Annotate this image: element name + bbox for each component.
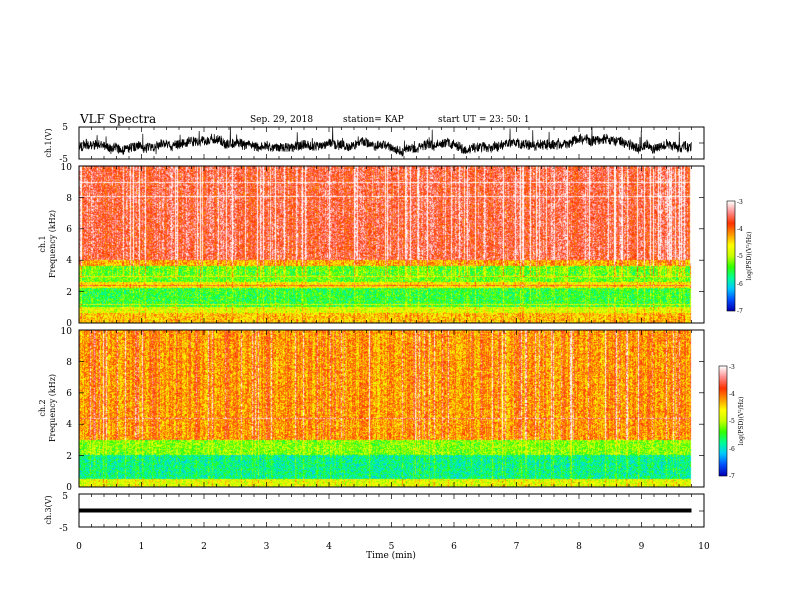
ch2-cbar-label: log(PSD)(V²/Hz): [738, 397, 745, 446]
ch1-ytick-6: 6: [66, 225, 72, 235]
ch3-panel-ticks: [78, 494, 705, 527]
ch2-ylabel-channel: ch.2: [38, 399, 47, 416]
x-tick-8: 8: [576, 542, 582, 552]
ch1-spectrogram-ticks: [78, 166, 705, 324]
x-tick-3: 3: [264, 542, 270, 552]
x-tick-4: 4: [326, 542, 332, 552]
ch1-ytick-bottom: -5: [59, 155, 68, 165]
ch3-waveform-panel: 5 -5 ch.3(V): [44, 492, 705, 534]
x-tick-0: 0: [76, 542, 82, 552]
ch2-ylabel-frequency: Frequency (kHz): [48, 374, 57, 442]
ch2-spectrogram-ticks: [78, 330, 705, 488]
ch1-ytick-4: 4: [66, 256, 72, 266]
ch1-cbar-tick-m6: -6: [737, 281, 743, 288]
date-label: Sep. 29, 2018: [250, 115, 313, 125]
ch3-ytick-bottom: -5: [59, 524, 68, 534]
figure-title: VLF Spectra: [79, 112, 156, 126]
ch1-ytick-top: 5: [62, 123, 68, 133]
ch2-cbar-tick-m3: -3: [729, 364, 735, 371]
ch1-ytick-10: 10: [61, 163, 73, 173]
ch1-colorbar: -3 -4 -5 -6 -7 log(PSD)(V²/Hz): [726, 199, 753, 315]
ch2-cbar-tick-m5: -5: [729, 418, 735, 425]
ch2-cbar-tick-m4: -4: [729, 391, 735, 398]
ch1-cbar-tick-m3: -3: [737, 199, 743, 206]
ch3-ylabel: ch.3(V): [44, 495, 53, 524]
x-tick-1: 1: [139, 542, 145, 552]
ch1-ylabel: ch.1(V): [44, 128, 53, 157]
ch1-spectrogram-ytick-labels: 0 2 4 6 8 10: [61, 163, 73, 329]
station-label: station= KAP: [343, 115, 404, 125]
ch3-ytick-top: 5: [62, 492, 68, 502]
x-tick-2: 2: [201, 542, 207, 552]
ch2-cbar-tick-m6: -6: [729, 446, 735, 453]
ch2-colorbar-gradient: [719, 366, 727, 476]
ch2-ytick-6: 6: [66, 389, 72, 399]
x-tick-labels: 0 1 2 3 4 5 6 7 8 9 10: [76, 542, 710, 552]
x-tick-7: 7: [514, 542, 520, 552]
x-tick-6: 6: [451, 542, 457, 552]
ch2-cbar-tick-m7: -7: [729, 473, 735, 480]
ch2-ytick-2: 2: [66, 452, 72, 462]
ch1-cbar-tick-m5: -5: [737, 253, 743, 260]
x-tick-9: 9: [639, 542, 645, 552]
ch1-ylabel-frequency: Frequency (kHz): [48, 210, 57, 278]
ch1-panel-ticks: [78, 127, 705, 159]
ch2-colorbar: -3 -4 -5 -6 -7 log(PSD)(V²/Hz): [718, 364, 745, 480]
ch2-spectrogram-panel: 0 2 4 6 8 10 ch.2 Frequency (kHz) -3 -4 …: [38, 327, 745, 493]
ch1-cbar-label: log(PSD)(V²/Hz): [746, 232, 753, 281]
ch1-ylabel-channel: ch.1: [38, 235, 47, 252]
ch1-cbar-tick-m7: -7: [737, 308, 743, 315]
ch2-spectrogram-heatmap: [79, 330, 704, 487]
ch2-ytick-10: 10: [61, 327, 73, 337]
x-axis: 0 1 2 3 4 5 6 7 8 9 10 Time (min): [76, 542, 710, 561]
ch1-ytick-8: 8: [66, 194, 72, 204]
ch2-ytick-4: 4: [66, 420, 72, 430]
ch1-waveform-trace: [78, 127, 692, 157]
ch2-ytick-0: 0: [66, 483, 72, 493]
ch1-colorbar-gradient: [727, 201, 735, 311]
start-time-label: start UT = 23: 50: 1: [438, 115, 530, 125]
ch1-spectrogram-heatmap: [79, 166, 704, 323]
ch1-spectrogram-panel: 0 2 4 6 8 10 ch.1 Frequency (kHz) -3 -4 …: [38, 163, 753, 329]
ch2-spectrogram-ytick-labels: 0 2 4 6 8 10: [61, 327, 73, 493]
ch2-ytick-8: 8: [66, 358, 72, 368]
ch1-cbar-tick-m4: -4: [737, 226, 743, 233]
x-tick-5: 5: [389, 542, 395, 552]
x-axis-label: Time (min): [366, 550, 416, 561]
x-tick-10: 10: [698, 542, 710, 552]
ch1-ytick-0: 0: [66, 319, 72, 329]
ch1-ytick-2: 2: [66, 288, 72, 298]
ch1-waveform-panel: 5 -5 ch.1(V): [44, 123, 705, 165]
